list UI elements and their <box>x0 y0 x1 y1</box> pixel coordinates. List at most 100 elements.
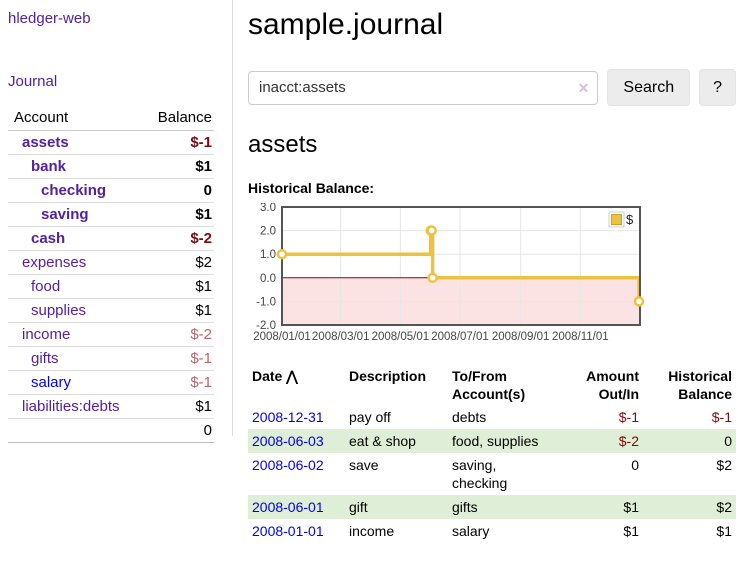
svg-text:-1.0: -1.0 <box>256 296 276 308</box>
transaction-amount: $1 <box>623 523 639 539</box>
sidebar-divider <box>232 0 233 436</box>
svg-text:2008/05/01: 2008/05/01 <box>372 331 430 343</box>
transaction-accounts: salary <box>452 523 490 539</box>
svg-text:2008/03/01: 2008/03/01 <box>312 331 370 343</box>
account-link[interactable]: salary <box>31 374 72 391</box>
transaction-accounts: debts <box>452 409 487 425</box>
account-link[interactable]: food <box>31 278 61 295</box>
account-row: gifts $-1 <box>8 346 214 371</box>
account-link[interactable]: checking <box>41 182 107 199</box>
help-button[interactable]: ? <box>699 69 736 106</box>
account-balance: 0 <box>144 178 214 203</box>
account-balance: $1 <box>144 394 214 419</box>
account-link[interactable]: expenses <box>22 254 87 271</box>
transaction-amount: $-2 <box>618 433 639 449</box>
account-balance: $-1 <box>144 370 214 395</box>
account-balance: $2 <box>144 250 214 275</box>
account-row: saving $1 <box>8 202 214 227</box>
account-balance: $1 <box>144 154 214 179</box>
accounts-table-header: Account Balance <box>8 105 214 131</box>
account-link[interactable]: gifts <box>31 350 59 367</box>
description-column-header: Description <box>349 368 427 384</box>
search-button[interactable]: Search <box>607 69 691 106</box>
balance-column-header: Balance <box>144 105 214 131</box>
account-link[interactable]: cash <box>31 230 66 247</box>
account-balance: $1 <box>144 298 214 323</box>
register-row: 2008-06-01 gift gifts $1 $2 <box>248 495 736 519</box>
svg-text:0.0: 0.0 <box>260 273 276 285</box>
account-row: cash $-2 <box>8 226 214 251</box>
transaction-description: save <box>349 457 379 473</box>
register-row: 2008-06-02 save saving, checking 0 $2 <box>248 453 736 495</box>
account-balance: $-2 <box>144 322 214 347</box>
register-table-header: Date ⋀ Description To/From Account(s) Am… <box>248 365 736 405</box>
sidebar-item-journal[interactable]: Journal <box>8 73 58 90</box>
transaction-balance: $2 <box>716 499 732 515</box>
account-link[interactable]: saving <box>41 206 89 223</box>
account-column-header: Account <box>8 105 145 131</box>
account-balance: $-1 <box>144 346 214 371</box>
register-row: 2008-12-31 pay off debts $-1 $-1 <box>248 405 736 429</box>
page-title: sample.journal <box>248 8 444 41</box>
sort-ascending-icon: ⋀ <box>286 368 298 384</box>
svg-text:$: $ <box>626 212 634 227</box>
svg-text:-2.0: -2.0 <box>256 320 276 332</box>
date-column-header: Date ⋀ <box>252 368 298 384</box>
search-input[interactable] <box>248 70 599 105</box>
chart-label: Historical Balance: <box>248 180 375 196</box>
account-row: expenses $2 <box>8 250 214 275</box>
account-link[interactable]: assets <box>22 134 69 151</box>
transaction-amount: $-1 <box>618 409 639 425</box>
svg-text:2.0: 2.0 <box>260 226 276 238</box>
account-row: income $-2 <box>8 322 214 347</box>
accounts-total-row: 0 <box>8 418 214 443</box>
transaction-description: pay off <box>349 409 391 425</box>
account-link[interactable]: supplies <box>31 302 87 319</box>
transaction-amount: 0 <box>631 457 639 473</box>
balance-column-header: Historical Balance <box>668 368 732 402</box>
account-link[interactable]: bank <box>31 158 67 175</box>
transaction-description: eat & shop <box>349 433 416 449</box>
svg-text:2008/07/01: 2008/07/01 <box>431 331 489 343</box>
transaction-date-link[interactable]: 2008-12-31 <box>252 409 324 425</box>
account-row: bank $1 <box>8 154 214 179</box>
svg-text:2008/09/01: 2008/09/01 <box>492 331 550 343</box>
search-box: ✕ <box>248 70 599 105</box>
transaction-balance: 0 <box>724 433 732 449</box>
transaction-description: gift <box>349 499 368 515</box>
account-row: checking 0 <box>8 178 214 203</box>
transaction-balance: $2 <box>716 457 732 473</box>
account-heading: assets <box>248 131 318 158</box>
transaction-accounts: food, supplies <box>452 433 539 449</box>
account-balance: $-2 <box>144 226 214 251</box>
sidebar: hledger-web Journal Account Balance asse… <box>0 0 232 443</box>
transaction-date-link[interactable]: 2008-06-01 <box>252 499 324 515</box>
account-row: supplies $1 <box>8 298 214 323</box>
account-balance: $-1 <box>144 130 214 155</box>
amount-column-header: Amount Out/In <box>586 368 639 402</box>
account-row: liabilities:debts $1 <box>8 394 214 419</box>
register-row: 2008-06-03 eat & shop food, supplies $-2… <box>248 429 736 453</box>
transaction-date-link[interactable]: 2008-06-02 <box>252 457 324 473</box>
transaction-balance: $1 <box>716 523 732 539</box>
svg-text:3.0: 3.0 <box>260 203 276 214</box>
account-link[interactable]: income <box>22 326 71 343</box>
account-row: assets $-1 <box>8 130 214 155</box>
transaction-description: income <box>349 523 395 539</box>
account-link[interactable]: liabilities:debts <box>22 398 120 415</box>
svg-text:1.0: 1.0 <box>260 249 276 261</box>
transaction-date-link[interactable]: 2008-01-01 <box>252 523 324 539</box>
accounts-column-header: To/From Account(s) <box>452 368 526 402</box>
register-row: 2008-01-01 income salary $1 $1 <box>248 519 736 543</box>
app-title-link[interactable]: hledger-web <box>8 10 91 27</box>
svg-text:2008/11/01: 2008/11/01 <box>552 331 609 343</box>
transaction-date-link[interactable]: 2008-06-03 <box>252 433 324 449</box>
transaction-accounts: gifts <box>452 499 478 515</box>
search-bar: ✕ Search ? <box>248 69 736 106</box>
transaction-amount: $1 <box>623 499 639 515</box>
accounts-total-value: 0 <box>144 418 214 443</box>
account-balance: $1 <box>144 202 214 227</box>
clear-search-icon[interactable]: ✕ <box>577 79 590 96</box>
transaction-accounts: saving, checking <box>452 457 508 491</box>
svg-text:2008/01/01: 2008/01/01 <box>253 331 311 343</box>
